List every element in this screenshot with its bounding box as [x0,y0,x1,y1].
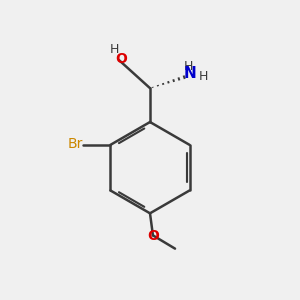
Text: O: O [116,52,128,66]
Text: H: H [184,60,193,73]
Text: H: H [110,43,119,56]
Text: O: O [147,229,159,243]
Text: Br: Br [68,137,83,151]
Text: H: H [198,70,208,83]
Text: N: N [183,66,196,81]
